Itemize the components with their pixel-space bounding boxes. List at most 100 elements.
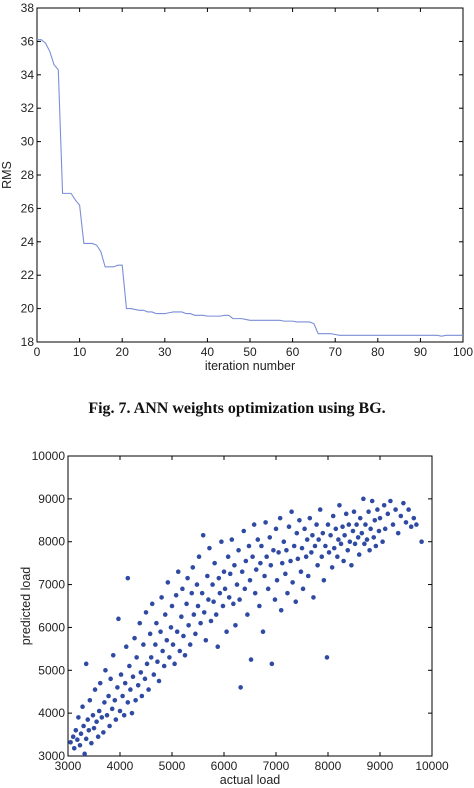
scatter-point — [314, 522, 319, 527]
scatter-point — [290, 580, 295, 585]
x-tick-label: 90 — [414, 345, 428, 359]
x-tick-label: 60 — [286, 345, 300, 359]
scatter-point — [361, 496, 366, 502]
scatter-point — [257, 603, 262, 609]
scatter-point — [71, 745, 77, 751]
scatter-point — [194, 582, 200, 587]
scatter-point — [242, 586, 248, 592]
scatter-point — [122, 680, 128, 686]
scatter-point — [200, 532, 206, 538]
scatter-point — [336, 537, 341, 542]
y-tick-label: 22 — [21, 268, 35, 282]
scatter-point — [90, 712, 96, 718]
scatter-point — [83, 661, 89, 667]
scatter-point — [359, 530, 365, 536]
y-tick-label: 7000 — [38, 578, 65, 592]
scatter-point — [255, 537, 261, 542]
scatter-point — [89, 740, 94, 746]
scatter-point — [354, 522, 359, 527]
scatter-point — [142, 676, 148, 682]
scatter-point — [107, 723, 112, 729]
scatter-point — [196, 554, 202, 560]
scatter-point — [147, 631, 153, 637]
scatter-point — [319, 554, 325, 560]
y-tick-label: 20 — [21, 302, 35, 316]
scatter-point — [303, 554, 309, 560]
x-tick-label: 10 — [73, 345, 87, 359]
scatter-point — [174, 629, 180, 635]
scatter-point — [281, 539, 287, 545]
scatter-point — [351, 509, 357, 515]
scatter-point — [363, 522, 368, 527]
scatter-point — [141, 642, 146, 647]
y-tick-label: 36 — [21, 34, 35, 48]
scatter-point — [210, 582, 215, 587]
scatter-point — [125, 575, 131, 581]
scatter-point — [117, 708, 123, 714]
scatter-point — [310, 532, 315, 538]
scatter-point — [135, 682, 141, 688]
scatter-point — [120, 693, 125, 699]
scatter-point — [245, 612, 250, 617]
scatter-point — [246, 543, 252, 549]
scatter-point — [138, 670, 144, 675]
scatter-point — [181, 633, 186, 639]
scatter-point — [380, 539, 385, 545]
scatter-point — [190, 565, 196, 570]
x-tick-label: 50 — [243, 345, 257, 359]
scatter-point — [385, 511, 391, 517]
scatter-point — [239, 569, 245, 575]
scatter-point — [170, 642, 176, 647]
scatter-point — [130, 674, 136, 680]
scatter-point — [355, 535, 361, 540]
scatter-point — [388, 498, 393, 504]
scatter-point — [177, 648, 183, 654]
scatter-point — [328, 532, 333, 538]
scatter-point — [81, 723, 86, 729]
scatter-point — [406, 507, 411, 512]
scatter-point — [108, 676, 113, 682]
scatter-point — [80, 704, 85, 710]
x-tick-label: 6000 — [211, 759, 238, 773]
scatter-point — [116, 616, 121, 622]
x-tick-label: 7000 — [263, 759, 290, 773]
y-tick-label: 38 — [21, 1, 35, 15]
scatter-point — [357, 515, 363, 521]
scatter-point — [377, 515, 383, 521]
scatter-point — [151, 672, 157, 677]
scatter-point — [231, 601, 236, 607]
scatter-point — [330, 513, 336, 519]
x-tick-label: 70 — [329, 345, 343, 359]
scatter-point — [199, 590, 205, 596]
y-tick-label: 24 — [21, 235, 35, 249]
scatter-point — [372, 517, 378, 523]
scatter-point — [109, 706, 115, 712]
scatter-point — [182, 652, 188, 658]
scatter-point — [224, 629, 229, 635]
y-tick-label: 10000 — [32, 449, 66, 463]
scatter-point — [343, 511, 349, 517]
x-axis-label: iteration number — [205, 359, 295, 373]
scatter-point — [321, 577, 327, 583]
scatter-point — [86, 727, 92, 733]
scatter-point — [172, 661, 177, 667]
scatter-point — [252, 590, 258, 596]
scatter-point — [165, 580, 171, 585]
scatter-point — [137, 620, 143, 626]
scatter-point — [238, 685, 243, 690]
scatter-point — [83, 736, 89, 742]
scatter-point — [168, 625, 174, 630]
scatter-point — [300, 586, 306, 592]
y-tick-label: 28 — [21, 168, 35, 182]
scatter-point — [213, 612, 219, 617]
scatter-point — [338, 541, 344, 547]
scatter-point — [335, 554, 340, 560]
scatter-point — [133, 697, 138, 703]
scatter-point — [274, 577, 280, 583]
y-tick-label: 6000 — [38, 620, 65, 634]
x-tick-label: 5000 — [159, 759, 186, 773]
scatter-point — [345, 547, 351, 553]
scatter-point — [283, 571, 288, 577]
scatter-point — [294, 530, 300, 536]
scatter-point — [419, 539, 424, 545]
